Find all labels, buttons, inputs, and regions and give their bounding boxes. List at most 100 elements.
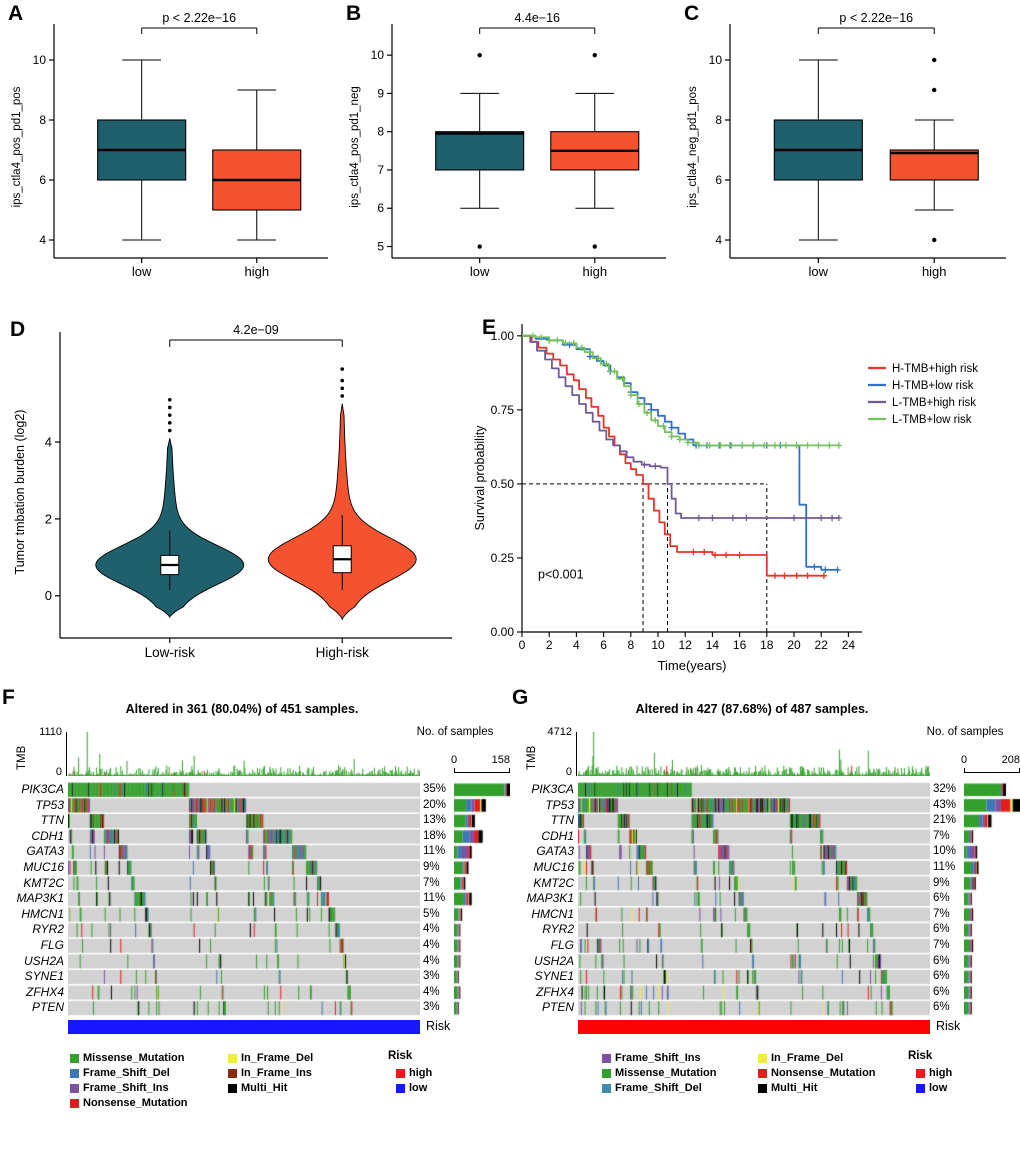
panel-g-label: G xyxy=(512,686,529,709)
legend-swatch xyxy=(70,1053,79,1063)
samples-axis-line xyxy=(964,768,1020,773)
gene-label-hmcn1: HMCN1 xyxy=(531,906,574,921)
svg-text:ips_ctla4_pos_pd1_neg: ips_ctla4_pos_pd1_neg xyxy=(349,86,361,208)
legend-swatch xyxy=(758,1083,767,1093)
gene-pct-gata3: 11% xyxy=(423,845,446,858)
gene-label-kmt2c: KMT2C xyxy=(533,875,574,890)
panel-a-label: A xyxy=(8,2,24,25)
legend-label: Nonsense_Mutation xyxy=(83,1097,188,1109)
legend-label: In_Frame_Del xyxy=(241,1052,314,1064)
samples-axis-max: 158 xyxy=(491,754,510,766)
legend-swatch xyxy=(758,1053,767,1063)
gene-pct-flg: 4% xyxy=(423,939,440,951)
legend-label: Frame_Shift_Del xyxy=(83,1067,170,1079)
violin-plot: 0 2 4 Low-risk High-risk 4.2e−09 Tumor tmbatio… xyxy=(13,323,452,660)
tmb-axis-min: 0 xyxy=(565,766,572,778)
svg-text:4: 4 xyxy=(39,233,46,247)
svg-text:10: 10 xyxy=(33,53,47,67)
gene-pct-flg: 7% xyxy=(933,939,950,951)
legend-swatch xyxy=(916,1083,925,1093)
risk-legend-title: Risk xyxy=(908,1050,933,1062)
svg-text:L-TMB+low risk: L-TMB+low risk xyxy=(892,414,972,426)
samples-axis-max: 208 xyxy=(1001,754,1020,766)
samples-bars xyxy=(964,782,1020,1016)
legend-item-multi_hit: Multi_Hit xyxy=(228,1082,287,1094)
svg-text:18: 18 xyxy=(760,638,774,652)
gene-label-pten: PTEN xyxy=(541,1000,574,1015)
tmb-axis-min: 0 xyxy=(55,766,62,778)
legend-item-multi_hit: Multi_Hit xyxy=(758,1082,817,1094)
gene-pct-zfhx4: 4% xyxy=(423,985,440,998)
oncoprint-g-title: Altered in 427 (87.68%) of 487 samples. xyxy=(635,702,869,716)
legend-swatch xyxy=(396,1083,405,1093)
gene-pct-cdh1: 7% xyxy=(933,829,950,842)
gene-percentages: 35% 20% 13% 18% 11% 9% 7% 11% 5% 4% 4% 4% 3% 4% 3% xyxy=(423,782,453,1016)
svg-text:high: high xyxy=(922,264,947,279)
panel-f-label: F xyxy=(2,686,15,709)
svg-text:5: 5 xyxy=(377,240,384,254)
legend-label: Frame_Shift_Del xyxy=(615,1082,702,1094)
svg-text:0.00: 0.00 xyxy=(491,625,515,639)
gene-label-tp53: TP53 xyxy=(35,797,64,812)
svg-text:22: 22 xyxy=(815,638,829,652)
gene-label-gata3: GATA3 xyxy=(536,844,574,859)
svg-text:0.75: 0.75 xyxy=(491,403,515,417)
svg-text:8: 8 xyxy=(377,125,384,139)
svg-text:high: high xyxy=(244,264,269,279)
legend-label: low xyxy=(929,1082,948,1094)
legend-swatch xyxy=(916,1068,925,1078)
legend-item-low: low xyxy=(916,1082,947,1094)
legend-label: high xyxy=(409,1067,433,1079)
gene-label-pik3ca: PIK3CA xyxy=(21,782,64,796)
gene-label-ttn: TTN xyxy=(40,813,64,828)
gene-label-map3k1: MAP3K1 xyxy=(16,891,64,906)
legend-label: In_Frame_Ins xyxy=(241,1067,312,1079)
gene-pct-ryr2: 4% xyxy=(423,923,440,936)
legend-swatch xyxy=(70,1098,79,1108)
legend-label: Frame_Shift_Ins xyxy=(615,1052,701,1064)
gene-pct-hmcn1: 7% xyxy=(933,907,950,920)
legend-item-frame_shift_del: Frame_Shift_Del xyxy=(70,1067,170,1079)
gene-pct-zfhx4: 6% xyxy=(933,985,950,998)
legend-label: Nonsense_Mutation xyxy=(771,1067,876,1079)
svg-text:7: 7 xyxy=(377,163,384,177)
gene-label-kmt2c: KMT2C xyxy=(23,875,64,890)
gene-label-cdh1: CDH1 xyxy=(31,828,64,843)
risk-track xyxy=(68,1020,420,1034)
gene-pct-tp53: 43% xyxy=(933,798,957,811)
legend-label: high xyxy=(929,1067,953,1079)
gene-pct-pik3ca: 35% xyxy=(423,783,447,795)
gene-pct-pten: 6% xyxy=(933,1001,950,1014)
svg-text:8: 8 xyxy=(627,638,634,652)
gene-pct-muc16: 11% xyxy=(933,861,956,873)
risk-legend-title: Risk xyxy=(388,1050,413,1062)
svg-text:10: 10 xyxy=(651,638,665,652)
tmb-axis-line xyxy=(66,732,67,776)
svg-text:12: 12 xyxy=(679,638,693,652)
svg-text:10: 10 xyxy=(709,53,723,67)
mutation-legend: Missense_Mutation Frame_Shift_Del Frame_Sh… xyxy=(58,1048,510,1152)
tmb-axis-line xyxy=(576,732,577,776)
gene-pct-map3k1: 6% xyxy=(933,892,950,905)
svg-text:4.2e−09: 4.2e−09 xyxy=(233,323,279,337)
gene-pct-ttn: 21% xyxy=(933,814,957,827)
legend-item-nonsense_mutation: Nonsense_Mutation xyxy=(70,1097,188,1109)
risk-track-label: Risk xyxy=(426,1019,451,1033)
samples-bars xyxy=(454,782,510,1016)
samples-axis-label: No. of samples xyxy=(416,726,494,738)
gene-label-gata3: GATA3 xyxy=(26,844,64,859)
gene-pct-hmcn1: 5% xyxy=(423,907,440,920)
gene-pct-map3k1: 11% xyxy=(423,892,446,905)
gene-label-muc16: MUC16 xyxy=(533,860,574,874)
panel-e-label: E xyxy=(482,316,497,339)
gene-label-ryr2: RYR2 xyxy=(542,922,574,937)
legend-label: Missense_Mutation xyxy=(615,1067,717,1079)
legend-item-missense_mutation: Missense_Mutation xyxy=(70,1052,184,1064)
svg-text:H-TMB+low risk: H-TMB+low risk xyxy=(892,380,974,392)
boxplot-a: 4 6 8 10 low high p < 2.22e−16 ips_ctla4_pos_pd… xyxy=(11,11,328,279)
legend-item-missense_mutation: Missense_Mutation xyxy=(602,1067,716,1079)
oncoprint-matrix xyxy=(578,782,930,1016)
panel-e: E 0 2 4 6 8 10 12 14 16 18 20 22 24 0.00 0.25 0.50 0.75 1… xyxy=(470,310,1018,682)
legend-item-nonsense_mutation: Nonsense_Mutation xyxy=(758,1067,876,1079)
svg-text:Time(years): Time(years) xyxy=(658,658,727,673)
